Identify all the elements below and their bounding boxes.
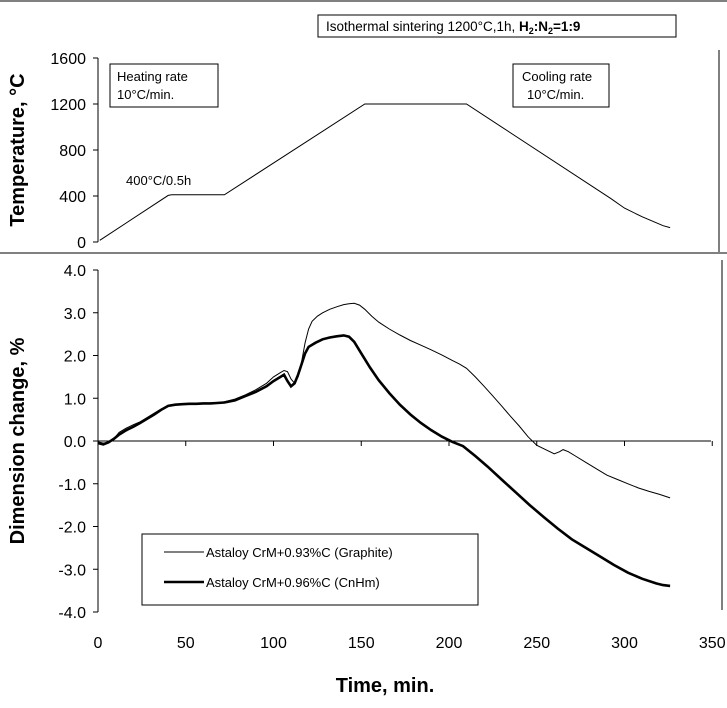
time-tick-label: 0 <box>94 635 103 652</box>
temperature-profile-line <box>99 103 671 241</box>
temperature-tick-label: 800 <box>59 143 86 160</box>
heating-rate-box <box>109 63 219 108</box>
time-tick-label: 200 <box>436 635 463 652</box>
time-tick-label: 250 <box>523 635 550 652</box>
legend-box <box>141 533 479 606</box>
time-tick-label: 300 <box>611 635 638 652</box>
temperature-tick-label: 400 <box>59 189 86 206</box>
legend-cnhm-label: Astaloy CrM+0.96%C (CnHm) <box>206 575 380 590</box>
time-tick-label: 150 <box>348 635 375 652</box>
dimension-tick-label: 4.0 <box>64 263 86 280</box>
temperature-y-axis-ticks: 0 400 800 1200 1600 <box>50 51 98 252</box>
dimension-tick-label: -3.0 <box>58 562 86 579</box>
time-axis-title: Time, min. <box>336 675 435 697</box>
temperature-tick-label: 1200 <box>50 97 86 114</box>
heating-rate-line2: 10°C/min. <box>117 87 174 102</box>
heating-rate-line1: Heating rate <box>117 69 188 84</box>
cooling-rate-box <box>512 63 610 108</box>
legend-graphite-label: Astaloy CrM+0.93%C (Graphite) <box>206 545 393 560</box>
dimension-panel: -4.0 -3.0 -2.0 -1.0 0.0 1.0 2.0 3.0 4.0 0 50 100 15… <box>7 263 726 697</box>
cooling-rate-line1: Cooling rate <box>522 69 592 84</box>
dimension-tick-label: 0.0 <box>64 434 86 451</box>
time-tick-label: 100 <box>260 635 287 652</box>
conditions-label: Isothermal sintering 1200°C,1h, H2:N2=1:… <box>326 19 580 36</box>
temperature-tick-label: 0 <box>77 235 86 252</box>
time-tick-label: 50 <box>177 635 195 652</box>
time-x-axis-ticks: 0 50 100 150 200 250 300 350 <box>94 441 726 652</box>
graphite-series-line <box>97 302 671 499</box>
hold-annotation: 400°C/0.5h <box>126 173 191 188</box>
cooling-rate-line2: 10°C/min. <box>527 87 584 102</box>
temperature-panel: 0 400 800 1200 1600 Heating rate 10°C/min. C… <box>7 51 671 252</box>
dimension-tick-label: -2.0 <box>58 520 86 537</box>
cnhm-series-line <box>97 334 671 588</box>
temperature-axis-title: Temperature, °C <box>7 73 29 226</box>
dimension-tick-label: -1.0 <box>58 477 86 494</box>
temperature-tick-label: 1600 <box>50 51 86 68</box>
dimension-y-axis-ticks: -4.0 -3.0 -2.0 -1.0 0.0 1.0 2.0 3.0 4.0 <box>58 263 98 622</box>
conditions-box <box>317 14 677 38</box>
dimension-axis-title: Dimension change, % <box>7 337 29 544</box>
dimension-tick-label: 3.0 <box>64 306 86 323</box>
dimension-tick-label: 1.0 <box>64 391 86 408</box>
time-tick-label: 350 <box>699 635 726 652</box>
dimension-tick-label: -4.0 <box>58 605 86 622</box>
dimension-tick-label: 2.0 <box>64 349 86 366</box>
